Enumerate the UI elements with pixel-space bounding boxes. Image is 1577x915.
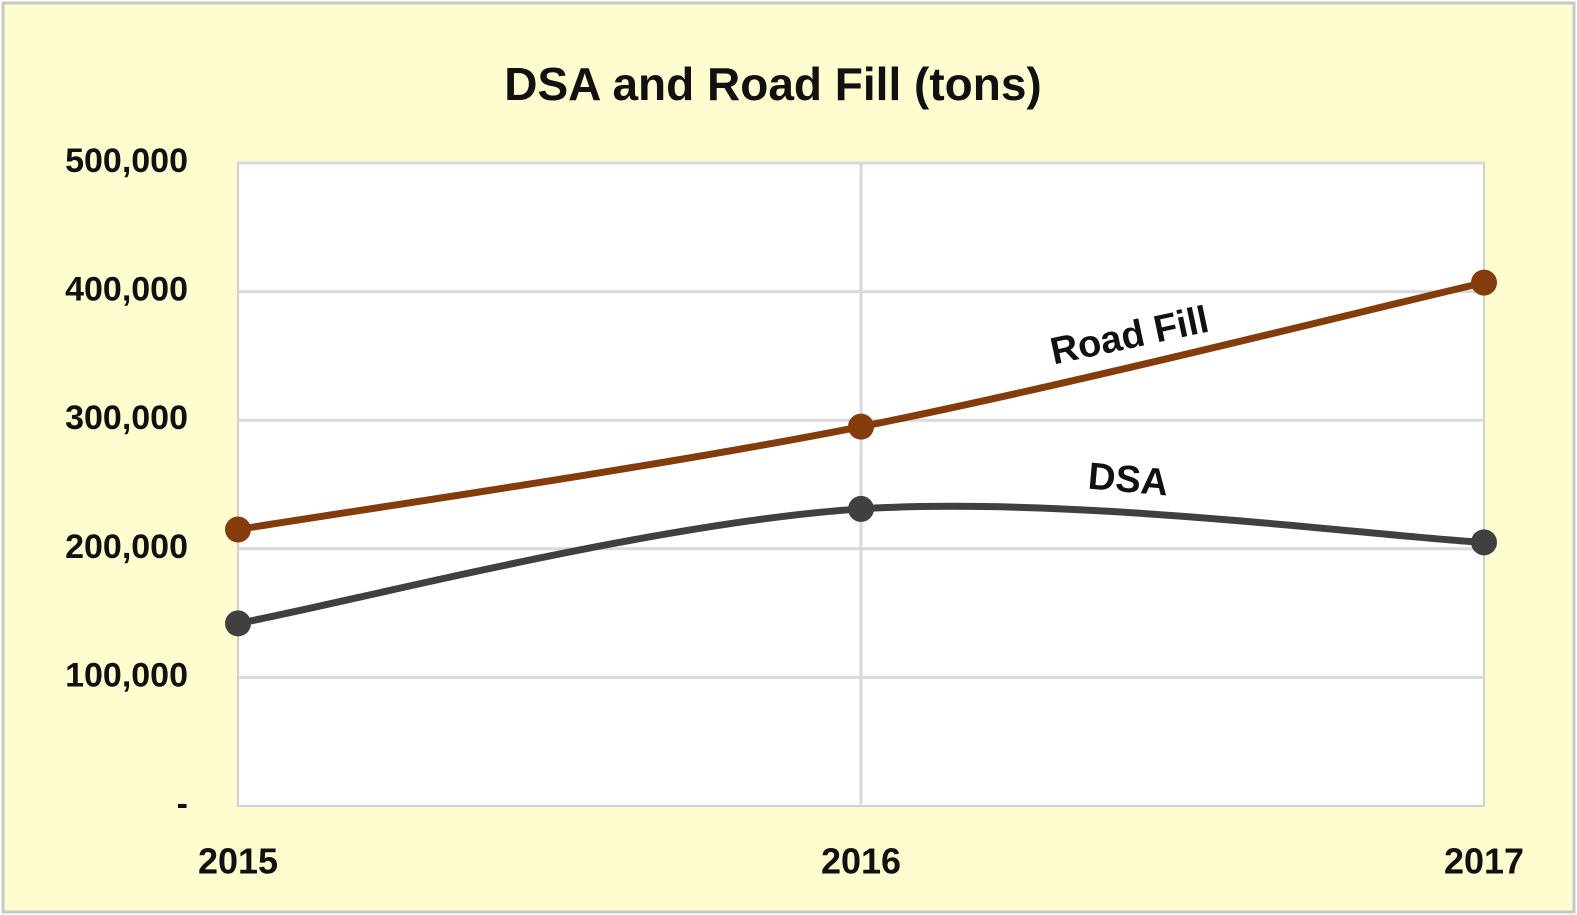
y-tick-label: -	[177, 785, 188, 823]
y-tick-label: 400,000	[65, 271, 188, 309]
point	[848, 495, 874, 522]
x-tick-label: 2016	[821, 841, 901, 882]
x-tick-label: 2017	[1444, 841, 1524, 882]
point	[848, 413, 874, 440]
y-tick-label: 200,000	[65, 528, 188, 566]
y-tick-label: 500,000	[65, 142, 188, 180]
point	[225, 610, 251, 637]
point	[1471, 269, 1497, 296]
point	[1471, 529, 1497, 556]
series-label: DSA	[1086, 456, 1170, 505]
chart-title: DSA and Road Fill (tons)	[504, 58, 1042, 110]
point	[225, 516, 251, 543]
y-tick-label: 100,000	[65, 656, 188, 694]
x-tick-label: 2015	[198, 841, 278, 882]
y-tick-label: 300,000	[65, 399, 188, 437]
